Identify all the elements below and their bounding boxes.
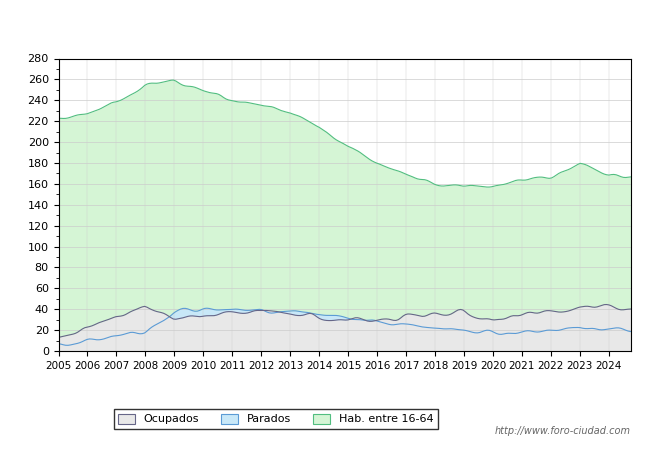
Text: Ocón  -  Evolucion de la poblacion en edad de Trabajar Septiembre de 2024: Ocón - Evolucion de la poblacion en edad… — [73, 21, 577, 33]
Legend: Ocupados, Parados, Hab. entre 16-64: Ocupados, Parados, Hab. entre 16-64 — [114, 409, 438, 429]
Text: http://www.foro-ciudad.com: http://www.foro-ciudad.com — [495, 427, 630, 436]
